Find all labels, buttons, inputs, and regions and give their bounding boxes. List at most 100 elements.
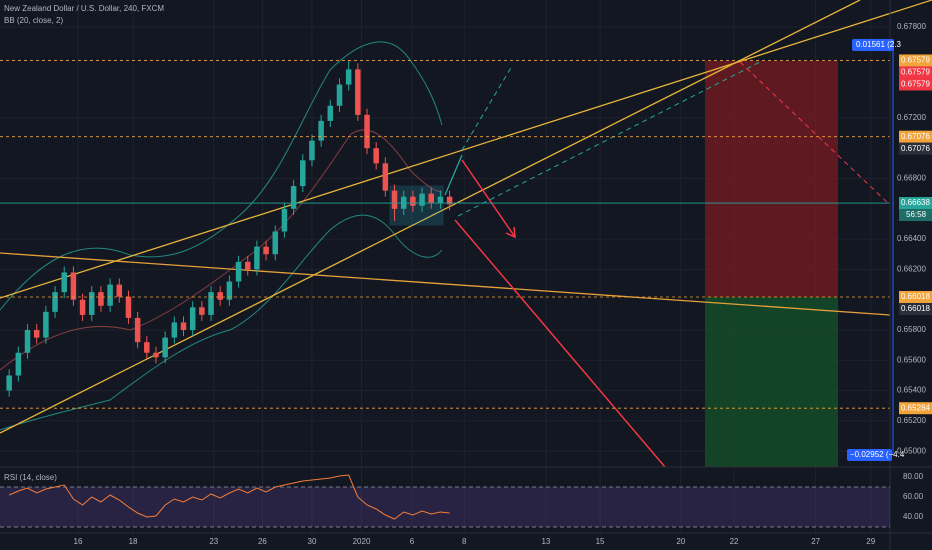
arrow — [454, 219, 666, 468]
y-tick-label: 0.67800 — [897, 22, 926, 31]
y-tick-label: 80.00 — [903, 472, 924, 481]
trendline — [0, 252, 891, 316]
candle-body — [446, 196, 453, 205]
candle-body — [98, 292, 104, 306]
price-marker — [899, 197, 932, 210]
y-tick-label: 0.66800 — [897, 174, 926, 183]
candle-body — [116, 284, 123, 297]
y-tick-label: 40.00 — [903, 512, 924, 521]
y-tick-label: 0.66200 — [897, 265, 926, 274]
chart-title: New Zealand Dollar / U.S. Dollar, 240, F… — [4, 4, 164, 13]
price-marker — [899, 290, 932, 303]
candle-body — [15, 352, 22, 376]
arrow — [461, 159, 516, 238]
candle-body — [355, 69, 361, 115]
countdown: 56:58 — [906, 210, 927, 219]
candle-body — [89, 292, 95, 315]
candle-body — [235, 261, 242, 282]
bb-lower — [0, 214, 443, 431]
y-tick-label: 0.66400 — [897, 234, 926, 243]
bb-upper — [0, 41, 443, 311]
rsi-title: RSI (14, close) — [4, 473, 57, 482]
y-tick-label: 0.65200 — [897, 416, 926, 425]
candle-body — [437, 196, 444, 203]
candles — [6, 60, 453, 397]
candle-body — [364, 114, 370, 149]
price-marker-label: 0.67579 — [901, 56, 930, 65]
price-marker — [899, 130, 932, 143]
x-tick-label: 6 — [410, 537, 415, 546]
y-tick-label: 0.65800 — [897, 325, 926, 334]
rsi-band — [0, 487, 890, 527]
y-tick-label: 60.00 — [903, 492, 924, 501]
candle-body — [327, 105, 334, 121]
x-tick-label: 29 — [866, 537, 875, 546]
candle-body — [153, 352, 159, 358]
x-tick-label: 13 — [541, 537, 550, 546]
candle-body — [226, 281, 233, 300]
indicator-label: BB (20, close, 2) — [4, 16, 63, 25]
price-marker-label: 0.66638 — [901, 198, 930, 207]
price-marker — [899, 142, 932, 155]
candle-body — [290, 186, 297, 209]
target-zone — [705, 297, 838, 467]
stop-zone — [705, 61, 838, 297]
projection — [739, 61, 891, 206]
price-marker-label: 0.67076 — [901, 132, 930, 141]
candle-body — [43, 311, 49, 338]
x-tick-label: 15 — [596, 537, 605, 546]
price-marker — [899, 402, 932, 415]
candle-body — [52, 292, 58, 312]
candle-body — [144, 342, 150, 353]
price-marker — [899, 78, 932, 91]
x-tick-label: 2020 — [353, 537, 371, 546]
projection — [457, 61, 761, 217]
candle-body — [189, 307, 196, 331]
measure-box — [852, 39, 894, 51]
rsi-pane: 80.00 60.00 40.00 — [0, 472, 924, 528]
x-tick-label: 26 — [258, 537, 267, 546]
candle-body — [281, 208, 288, 232]
candle-body — [180, 322, 187, 331]
candle-body — [125, 296, 132, 318]
candle-body — [199, 307, 205, 315]
x-tick-label: 22 — [730, 537, 739, 546]
x-tick-label: 30 — [308, 537, 317, 546]
candle-body — [300, 160, 306, 187]
x-tick-label: 8 — [462, 537, 467, 546]
candle-body — [244, 261, 251, 270]
candle-body — [263, 246, 269, 255]
x-tick-label: 18 — [129, 537, 138, 546]
candle-body — [254, 246, 260, 270]
candle-body — [373, 148, 379, 164]
trendline — [0, 0, 861, 434]
candle-body — [61, 272, 67, 293]
price-marker-label: 0.67076 — [901, 144, 930, 153]
candle-body — [6, 375, 12, 391]
candle-body — [70, 272, 77, 300]
candle-body — [79, 299, 86, 315]
projection — [461, 65, 513, 151]
price-marker-label: 0.67579 — [901, 68, 930, 77]
x-tick-label: 27 — [811, 537, 820, 546]
price-marker-label: 0.66018 — [901, 304, 930, 313]
candle-body — [382, 163, 389, 191]
candle-body — [208, 292, 214, 315]
candle-body — [419, 193, 425, 206]
candle-body — [309, 140, 315, 161]
y-tick-label: 0.65000 — [897, 446, 926, 455]
candle-body — [217, 292, 223, 300]
price-marker-label: 0.65284 — [901, 403, 930, 412]
x-tick-label: 23 — [209, 537, 218, 546]
x-tick-label: 20 — [676, 537, 685, 546]
candle-body — [171, 322, 178, 338]
price-marker-label: 0.67579 — [901, 80, 930, 89]
candle-body — [107, 284, 113, 306]
measure-box — [847, 449, 892, 461]
price-marker — [899, 54, 932, 67]
price-marker-label: 0.66018 — [901, 292, 930, 301]
candle-body — [336, 84, 343, 106]
candle-body — [410, 196, 416, 206]
y-tick-label: 0.65400 — [897, 386, 926, 395]
